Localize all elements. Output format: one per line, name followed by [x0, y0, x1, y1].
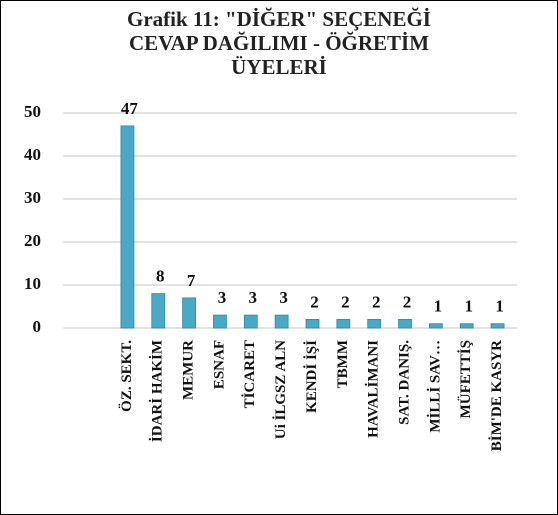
y-tick-label: 0 [33, 317, 42, 336]
x-tick-label: BİM'DE KASYR [488, 340, 505, 451]
x-tick-label: Ui İLGSZ ALN [272, 340, 289, 439]
bar [336, 318, 351, 329]
data-label: 2 [341, 292, 350, 311]
bar [213, 314, 227, 329]
bar [243, 314, 258, 329]
data-label: 2 [310, 292, 319, 311]
bar [367, 318, 382, 329]
data-label: 47 [121, 99, 139, 118]
data-label: 3 [249, 288, 258, 307]
chart-title: Grafik 11: "DİĞER" SEÇENEĞİ CEVAP DAĞILI… [127, 7, 431, 79]
x-tick-label: HAVALİMANI [365, 340, 382, 438]
bar [459, 323, 474, 329]
x-tick-label: SAT. DANIŞ. [396, 340, 412, 425]
y-tick-label: 20 [24, 231, 41, 250]
bar [182, 297, 197, 329]
x-tick-label: İDARİ HAKİM [149, 340, 166, 442]
bar [151, 293, 166, 329]
bar [490, 323, 505, 329]
data-label: 7 [187, 271, 196, 290]
x-tick-label: TBMM [335, 340, 351, 388]
bar [428, 323, 443, 329]
data-label: 1 [495, 297, 504, 316]
data-label: 3 [279, 288, 288, 307]
y-tick-label: 10 [24, 274, 41, 293]
data-label: 1 [464, 297, 473, 316]
x-tick-label: MEMUR [181, 340, 197, 400]
bar [305, 318, 320, 329]
x-tick-label: ÖZ. SEKT. [118, 340, 135, 412]
y-tick-label: 40 [24, 145, 41, 164]
data-label: 3 [218, 288, 227, 307]
y-tick-label: 50 [24, 102, 41, 121]
data-label: 8 [156, 267, 165, 286]
x-tick-label: MİLLİ SAV… [426, 340, 443, 433]
bar [274, 314, 289, 329]
x-tick-label: TİCARET [241, 340, 258, 408]
data-label: 1 [434, 297, 443, 316]
bar [398, 318, 412, 329]
data-label: 2 [372, 292, 381, 311]
x-tick-label: KENDİ İŞİ [303, 340, 320, 413]
y-tick-label: 30 [24, 188, 41, 207]
bar [120, 125, 135, 329]
data-label: 2 [403, 292, 412, 311]
x-tick-label: MÜFETTİŞ [457, 340, 474, 418]
x-tick-label: ESNAF [211, 340, 227, 389]
